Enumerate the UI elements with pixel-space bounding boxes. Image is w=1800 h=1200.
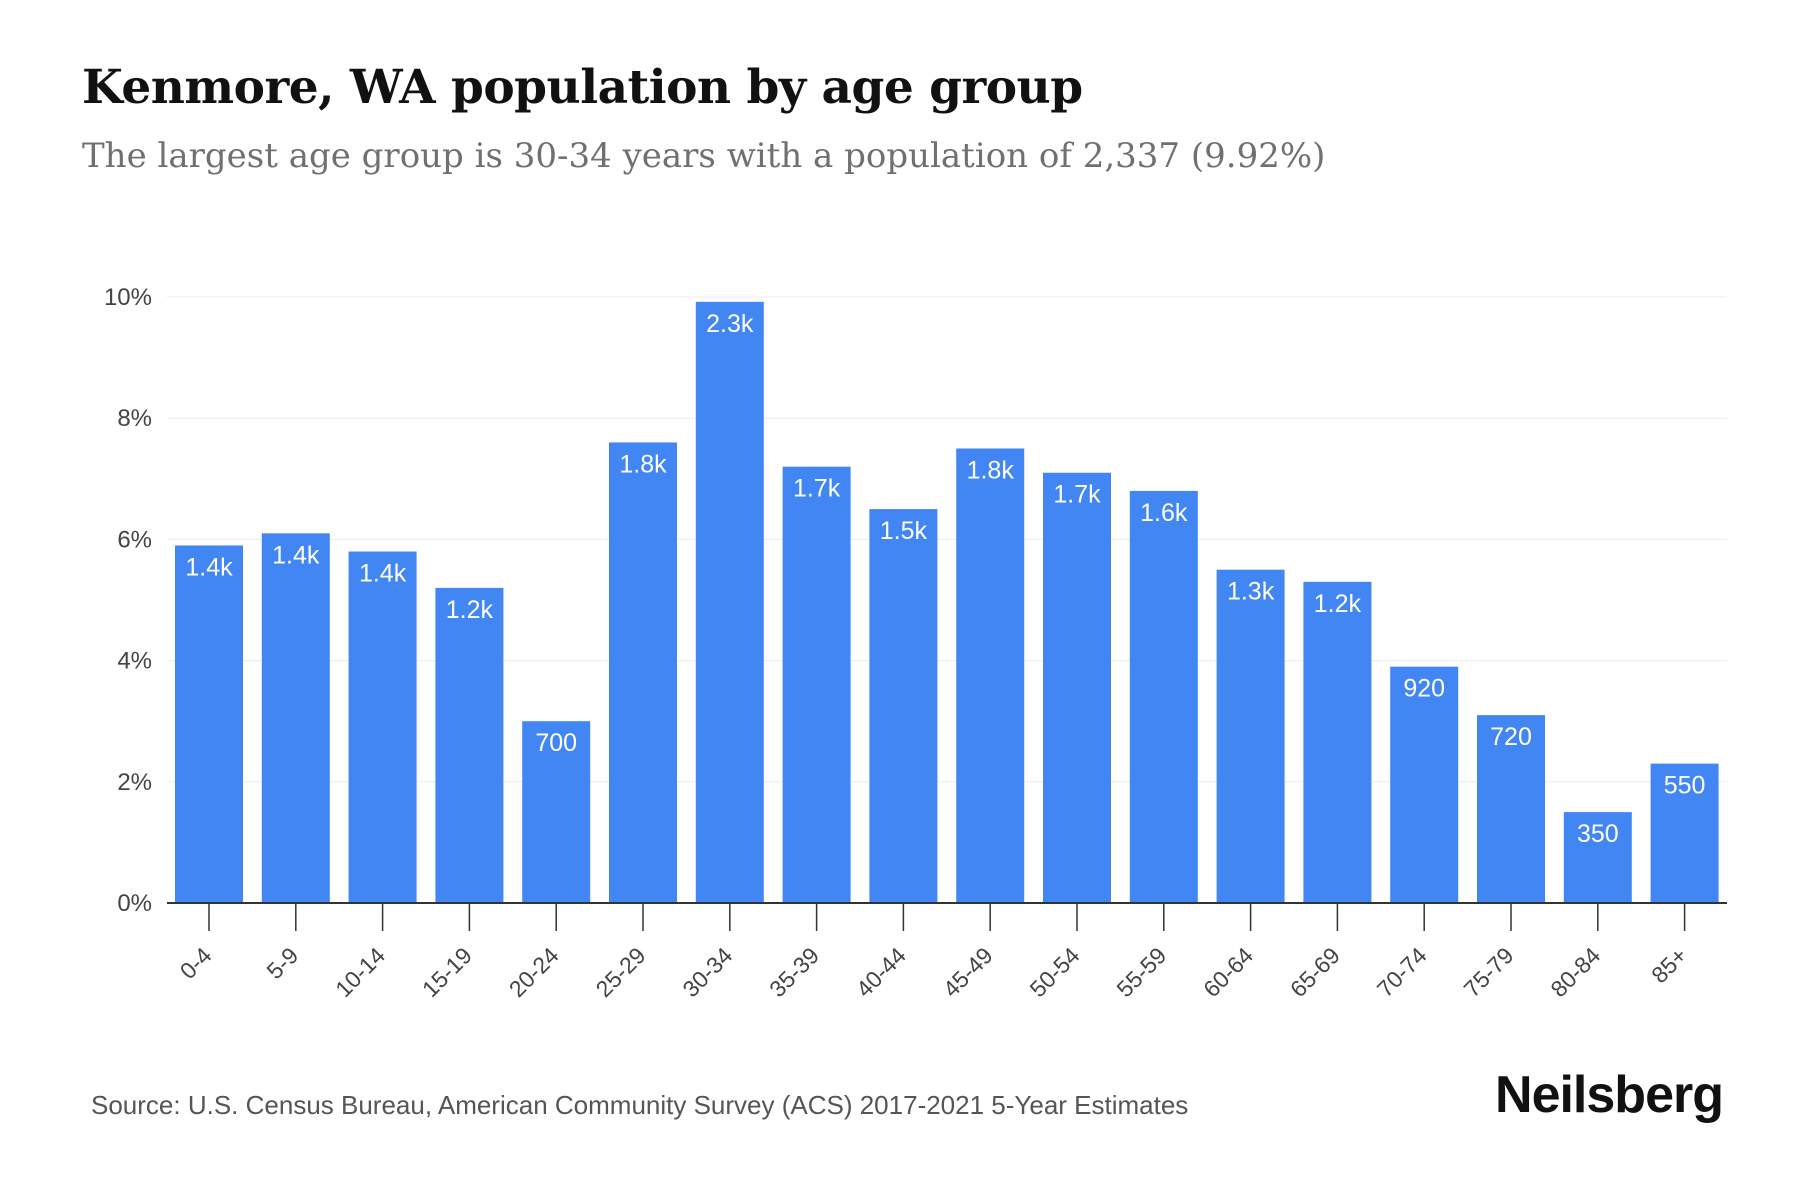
x-tick-label: 40-44 (851, 942, 911, 1002)
y-tick-label: 4% (117, 648, 152, 675)
x-tick-label: 5-9 (261, 942, 303, 984)
bar-value-label: 1.5k (880, 517, 928, 545)
bar-value-label: 1.4k (359, 560, 407, 588)
bar (261, 533, 330, 903)
bar-value-label: 1.4k (272, 541, 320, 569)
y-tick-label: 2% (117, 769, 152, 796)
x-tick-label: 85+ (1646, 942, 1692, 988)
x-tick-label: 0-4 (175, 942, 217, 984)
x-tick-label: 60-64 (1198, 942, 1258, 1002)
bar (1303, 581, 1372, 903)
x-tick-label: 55-59 (1111, 942, 1171, 1002)
x-tick-label: 30-34 (677, 942, 737, 1002)
bar (869, 509, 938, 903)
bar (956, 448, 1025, 903)
y-tick-label: 8% (117, 405, 152, 432)
x-tick-label: 80-84 (1545, 942, 1605, 1002)
bar (609, 442, 677, 903)
bar-value-label: 1.4k (185, 553, 233, 581)
bar (1390, 666, 1459, 903)
bar (1043, 472, 1111, 903)
bar (348, 551, 417, 903)
y-tick-label: 0% (117, 890, 152, 917)
bar-value-label: 1.7k (1053, 481, 1101, 509)
bar-value-label: 1.6k (1140, 499, 1188, 527)
bar (435, 587, 504, 903)
x-tick-label: 75-79 (1459, 942, 1519, 1002)
bar-value-label: 1.2k (446, 596, 494, 624)
y-tick-label: 6% (117, 526, 152, 553)
bar (695, 301, 764, 903)
bar-value-label: 920 (1403, 675, 1445, 703)
bar (1129, 490, 1198, 903)
bar-value-label: 550 (1664, 772, 1706, 800)
bar (782, 466, 851, 903)
x-tick-label: 20-24 (504, 942, 564, 1002)
x-tick-label: 65-69 (1285, 942, 1345, 1002)
chart-title: Kenmore, WA population by age group (82, 60, 1083, 115)
bar (175, 545, 243, 903)
bar-value-label: 350 (1577, 820, 1619, 848)
x-tick-label: 45-49 (938, 942, 998, 1002)
bar-value-label: 1.2k (1314, 590, 1362, 618)
bar (1216, 569, 1285, 903)
bar-value-label: 1.8k (967, 457, 1015, 485)
bar (1477, 715, 1545, 903)
y-tick-label: 10% (104, 284, 152, 311)
x-tick-label: 35-39 (764, 942, 824, 1002)
bar-value-label: 700 (535, 729, 577, 757)
x-tick-label: 25-29 (591, 942, 651, 1002)
bar (1563, 812, 1632, 903)
bar-value-label: 720 (1490, 723, 1532, 751)
source-note: Source: U.S. Census Bureau, American Com… (91, 1090, 1189, 1120)
bar-value-label: 1.7k (793, 475, 841, 503)
x-tick-label: 15-19 (417, 942, 477, 1002)
bar (1650, 763, 1719, 903)
bar-value-label: 1.3k (1227, 578, 1275, 606)
bar-value-label: 2.3k (706, 310, 754, 338)
x-tick-label: 50-54 (1025, 942, 1085, 1002)
x-tick-label: 70-74 (1372, 942, 1432, 1002)
brand-logo: Neilsberg (1495, 1066, 1724, 1124)
x-tick-label: 10-14 (330, 942, 390, 1002)
bar-value-label: 1.8k (619, 450, 667, 478)
chart-subtitle: The largest age group is 30-34 years wit… (82, 136, 1326, 176)
bar (522, 721, 591, 903)
